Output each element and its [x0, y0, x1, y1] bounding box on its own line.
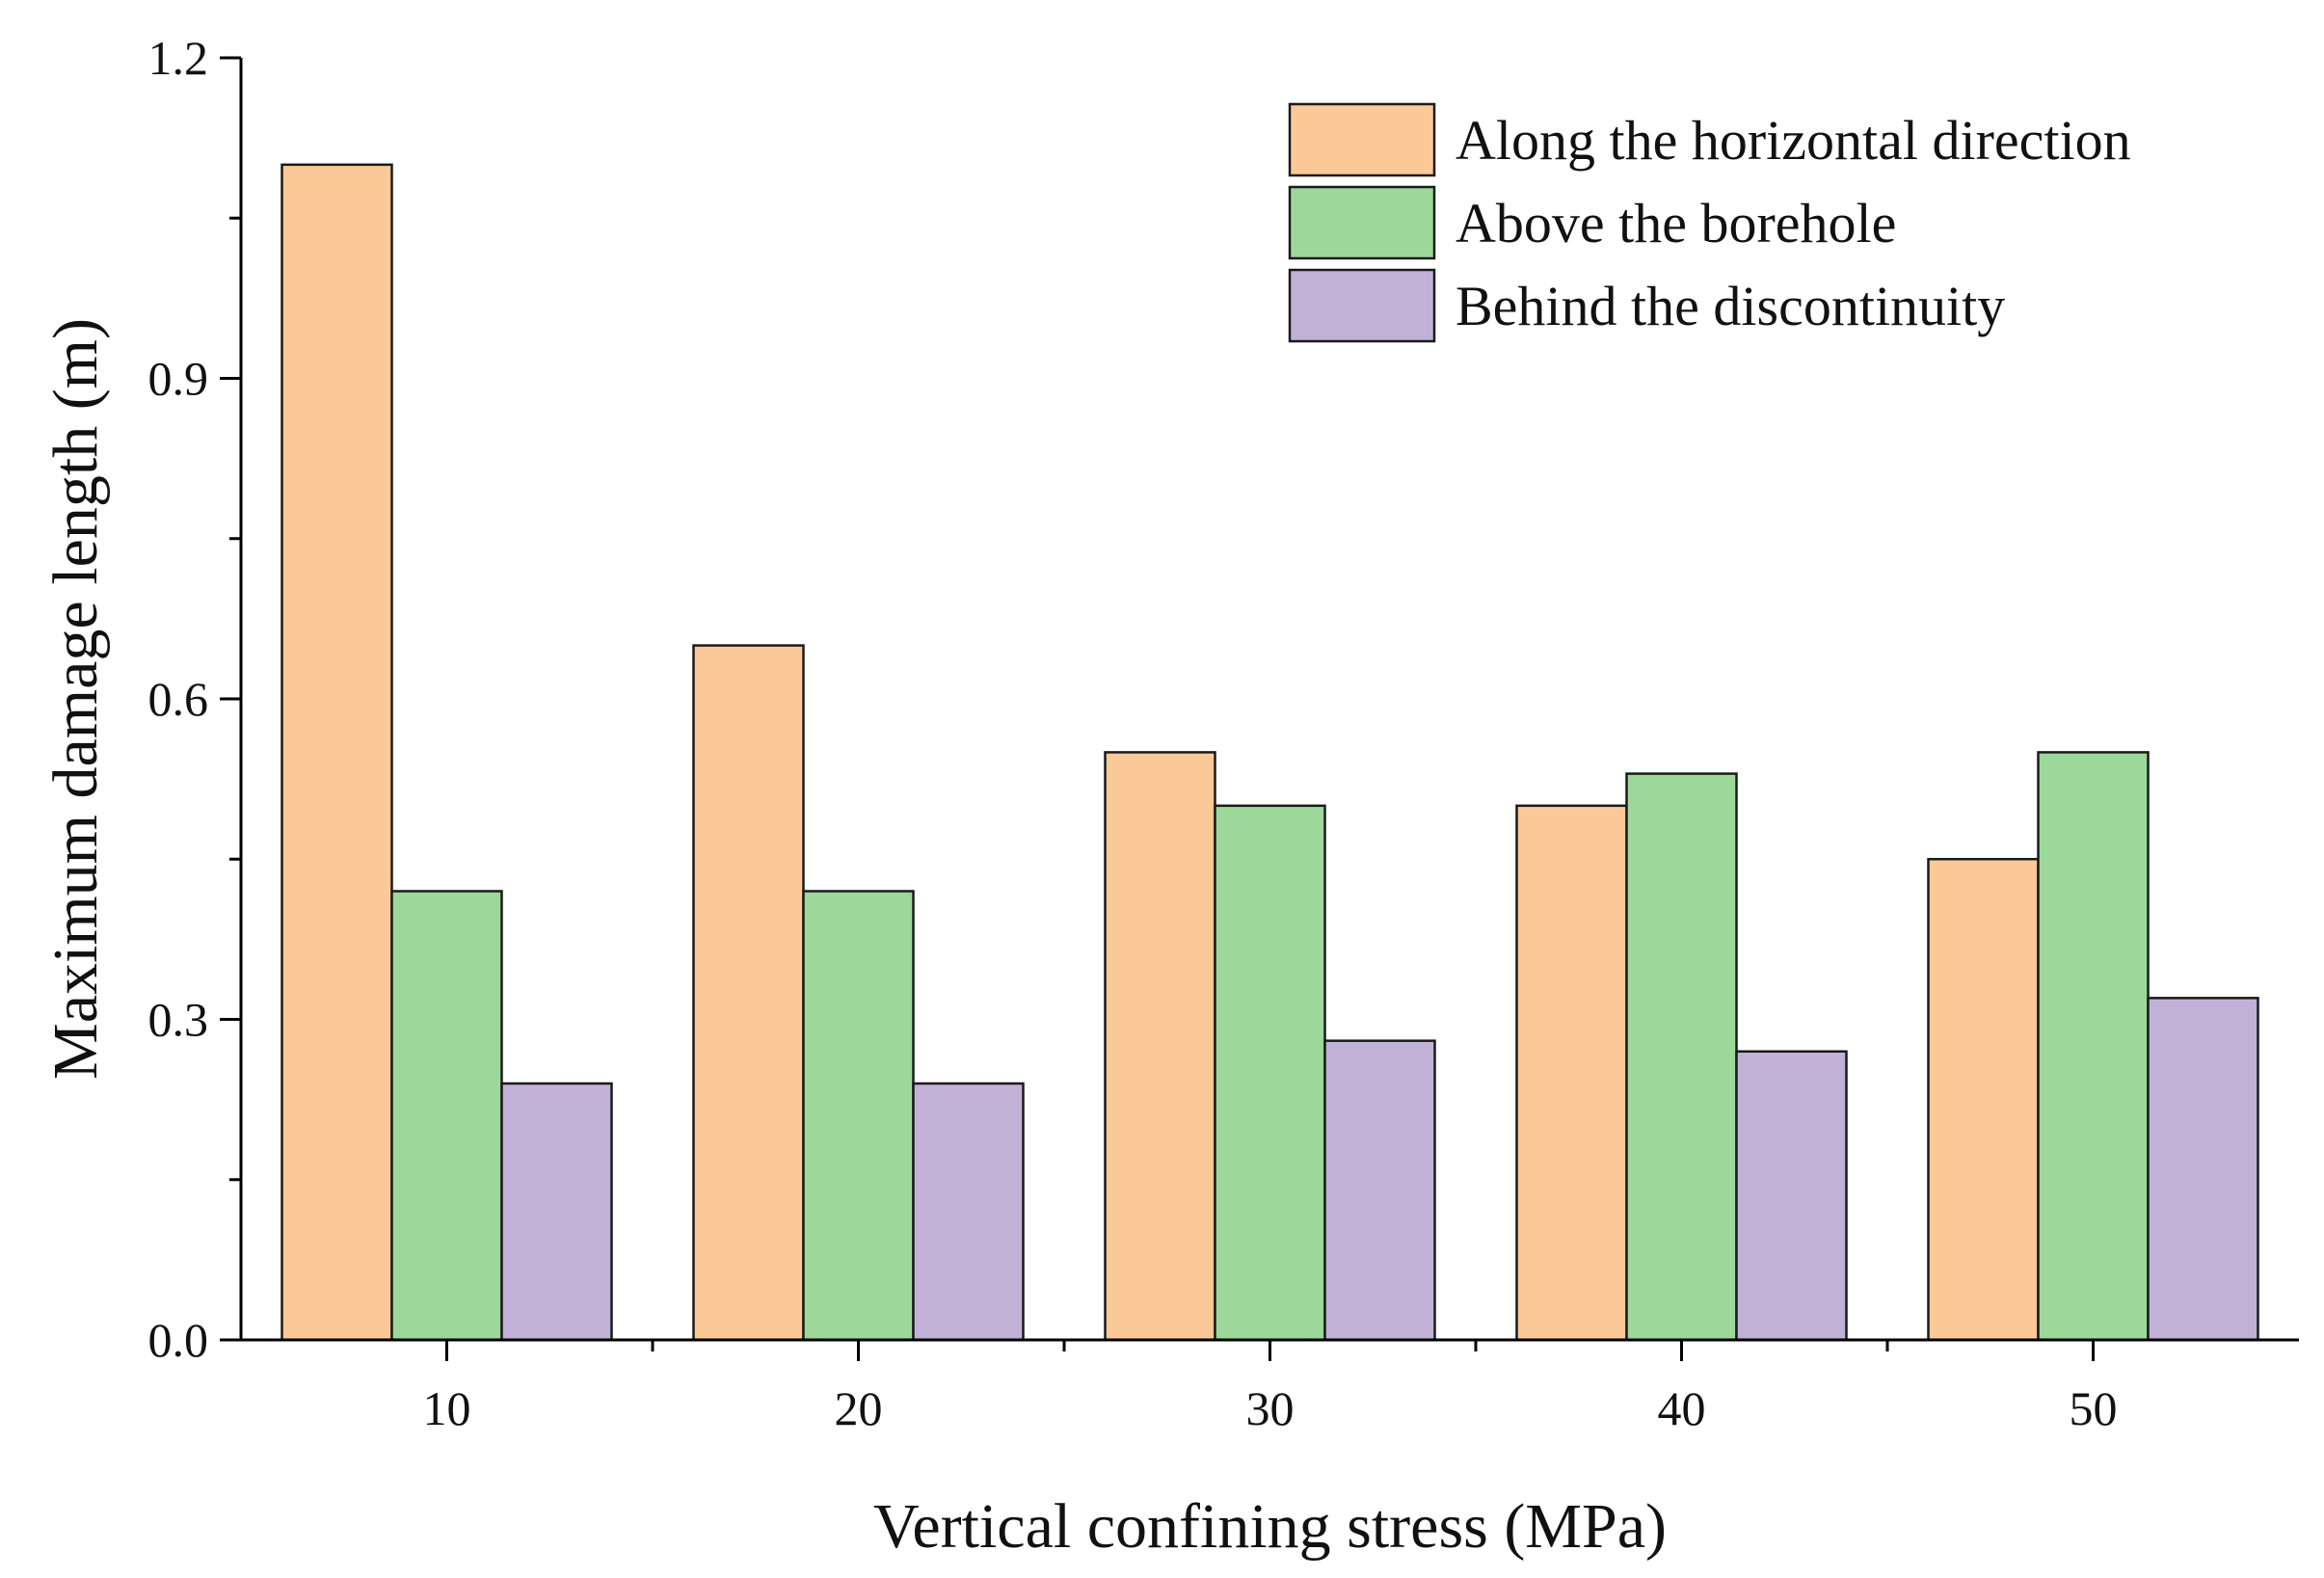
y-axis-title: Maximum damage length (m) [40, 318, 111, 1080]
bar-20-series-2 [802, 890, 915, 1342]
bar-30-series-2 [1214, 804, 1326, 1342]
y-ticks: 0.0 0.3 0.6 0.9 1.2 [148, 31, 241, 1367]
y-tick-label: 0.0 [148, 1313, 209, 1367]
x-tick-label: 20 [835, 1381, 883, 1435]
y-tick-label: 0.3 [148, 993, 209, 1047]
bar-10-series-2 [390, 890, 503, 1342]
legend-label: Above the borehole [1456, 192, 1896, 254]
bar-40-series-2 [1625, 772, 1738, 1342]
legend-label: Along the horizontal direction [1456, 109, 2131, 172]
y-tick-label: 1.2 [148, 31, 209, 85]
bar-50-series-2 [2037, 751, 2150, 1342]
y-tick-label: 0.6 [148, 672, 209, 726]
bar-10-series-3 [500, 1082, 613, 1342]
x-tick-label: 10 [423, 1381, 471, 1435]
bar-40-series-3 [1735, 1050, 1848, 1342]
bar-40-series-1 [1515, 804, 1628, 1342]
x-ticks: 10 20 30 40 50 [423, 1340, 2118, 1435]
bar-30-series-1 [1104, 751, 1216, 1342]
bar-50-series-1 [1927, 858, 2040, 1342]
legend-swatch [1288, 102, 1436, 177]
x-tick-label: 40 [1658, 1381, 1706, 1435]
bar-20-series-1 [692, 644, 805, 1342]
legend-label: Behind the discontinuity [1456, 275, 2005, 337]
legend-swatch [1288, 185, 1436, 260]
bar-10-series-1 [280, 163, 393, 1342]
legend: Along the horizontal direction Above the … [1288, 102, 2131, 343]
x-tick-label: 50 [2070, 1381, 2118, 1435]
x-axis-title: Vertical confining stress (MPa) [873, 1491, 1667, 1562]
bar-50-series-3 [2147, 997, 2259, 1342]
bar-30-series-3 [1323, 1039, 1436, 1342]
bars-layer [280, 163, 2259, 1342]
y-tick-label: 0.9 [148, 352, 209, 406]
bar-20-series-3 [912, 1082, 1025, 1342]
legend-swatch [1288, 268, 1436, 343]
x-tick-label: 30 [1246, 1381, 1295, 1435]
